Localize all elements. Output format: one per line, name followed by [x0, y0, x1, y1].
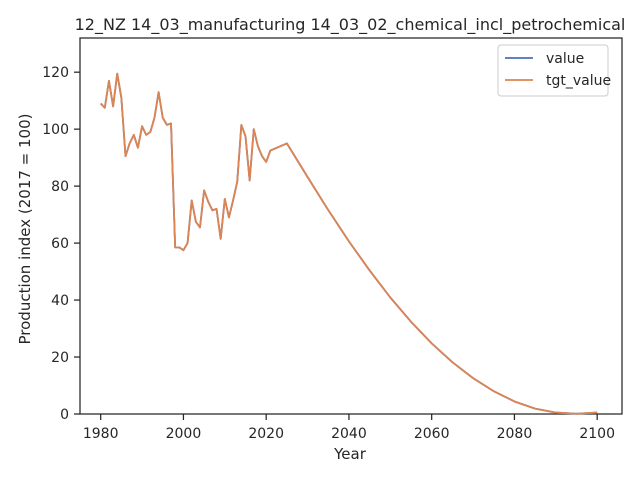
chart-title: 12_NZ 14_03_manufacturing 14_03_02_chemi… — [75, 15, 626, 35]
plot-frame — [79, 37, 623, 415]
x-tick-label: 1980 — [83, 426, 119, 442]
x-tick-label: 2060 — [414, 426, 450, 442]
y-tick-label: 20 — [51, 350, 69, 366]
y-tick-label: 60 — [51, 236, 69, 252]
x-tick-label: 2040 — [331, 426, 367, 442]
x-tick-label: 2080 — [497, 426, 533, 442]
legend: value tgt_value — [497, 44, 611, 97]
y-tick-label: 80 — [51, 179, 69, 195]
legend-label-tgt-value: tgt_value — [546, 73, 611, 89]
plot-area: 1980 2000 2020 2040 2060 2080 2100020406080100… — [42, 37, 623, 442]
x-tick-label: 2000 — [166, 426, 202, 442]
legend-label-value: value — [546, 51, 584, 67]
x-axis-label: Year — [333, 445, 367, 463]
y-tick-label: 40 — [51, 293, 69, 309]
y-tick-label: 0 — [60, 407, 69, 423]
y-tick-label: 100 — [42, 122, 69, 138]
series-line-tgt-value — [100, 72, 598, 415]
y-tick-label: 120 — [42, 65, 69, 81]
x-tick-label: 2100 — [579, 426, 615, 442]
x-tick-label: 2020 — [248, 426, 284, 442]
y-axis-label: Production index (2017 = 100) — [16, 114, 34, 345]
